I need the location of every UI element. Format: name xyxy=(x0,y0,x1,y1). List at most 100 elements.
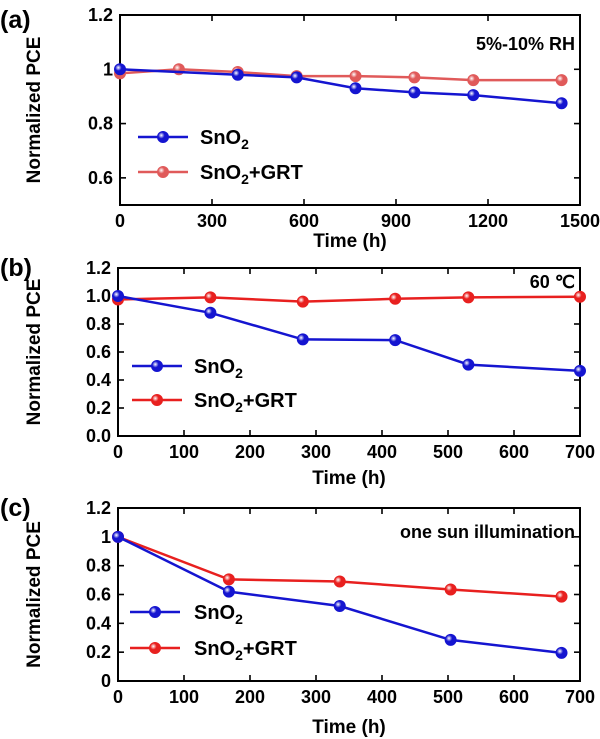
y-tick-label: 0.6 xyxy=(86,585,111,605)
data-point-sno2 xyxy=(574,364,586,377)
y-tick-label: 0.8 xyxy=(86,314,111,334)
x-tick-label: 100 xyxy=(169,442,199,462)
y-tick-label: 0.2 xyxy=(86,398,111,418)
data-point-sno2 xyxy=(389,334,402,347)
legend-entry-sno2-grt: SnO2+GRT xyxy=(130,638,297,663)
data-point-sno2-grt xyxy=(408,71,421,84)
y-tick-label: 0.4 xyxy=(86,613,111,633)
x-tick-label: 900 xyxy=(381,211,411,231)
data-point-sno2-grt xyxy=(574,290,586,303)
x-tick-label: 500 xyxy=(433,442,463,462)
x-tick-label: 0 xyxy=(113,442,123,462)
legend-label: SnO2 xyxy=(194,602,243,627)
x-tick-label: 300 xyxy=(197,211,227,231)
data-point-sno2-grt xyxy=(555,74,568,87)
plot-frame xyxy=(117,267,581,437)
series-line-sno2 xyxy=(119,68,562,105)
chart-panel-3: (c) 0 100 200 300 400 500 600 700 0 0.2 0.4 0.6 0.8 1 1… xyxy=(0,494,595,738)
y-axis-label: Normalized PCE xyxy=(24,37,45,184)
data-point-sno2 xyxy=(408,86,421,99)
x-tick-label: 700 xyxy=(565,442,595,462)
x-tick-label: 300 xyxy=(301,442,331,462)
legend-entry-sno2: SnO2 xyxy=(138,127,249,152)
data-point-sno2 xyxy=(555,97,568,110)
x-tick-label: 0 xyxy=(115,211,125,231)
data-point-sno2 xyxy=(290,71,303,84)
data-point-sno2-grt xyxy=(296,295,309,308)
data-point-sno2-grt xyxy=(222,573,235,586)
legend-marker xyxy=(151,394,163,406)
x-tick-label: 600 xyxy=(499,687,529,707)
chart-panel-1: (a) 0 300 600 900 1200 1500 0.6 0.8 1 1.2 Time (h) N… xyxy=(0,5,600,252)
legend-marker xyxy=(149,606,161,618)
legend-entry-sno2: SnO2 xyxy=(132,356,243,381)
data-point-sno2-grt xyxy=(444,583,457,596)
series-line-sno2-grt xyxy=(117,535,562,598)
data-point-sno2 xyxy=(349,82,362,95)
data-point-sno2 xyxy=(204,306,217,319)
series-line-sno2-grt xyxy=(117,295,581,303)
y-tick-label: 0.8 xyxy=(86,556,111,576)
data-point-sno2-grt xyxy=(555,590,568,603)
legend-marker xyxy=(151,360,163,372)
x-tick-label: 400 xyxy=(367,442,397,462)
x-tick-label: 0 xyxy=(113,687,123,707)
y-tick-label: 1 xyxy=(101,527,111,547)
series-line-sno2 xyxy=(117,535,562,655)
x-tick-label: 1200 xyxy=(468,211,508,231)
legend-marker xyxy=(149,642,161,654)
y-tick-label: 1.2 xyxy=(86,498,111,518)
series-line-sno2 xyxy=(117,294,581,373)
data-point-sno2 xyxy=(462,358,475,371)
legend-label: SnO2+GRT xyxy=(200,162,303,187)
y-tick-label: 0.0 xyxy=(86,426,111,446)
y-tick-label: 1.2 xyxy=(86,258,111,278)
data-point-sno2 xyxy=(112,290,124,302)
data-point-sno2-grt xyxy=(349,70,362,83)
y-tick-label: 0.6 xyxy=(88,168,113,188)
legend-marker xyxy=(157,131,169,143)
data-point-sno2-grt xyxy=(462,291,475,304)
legend-marker xyxy=(157,166,169,178)
panel-label: (a) xyxy=(0,6,31,34)
y-axis-label: Normalized PCE xyxy=(24,279,45,426)
legend-label: SnO2 xyxy=(194,356,243,381)
x-tick-label: 400 xyxy=(367,687,397,707)
chart-panel-2: (b) 0 100 200 300 400 500 600 700 0.0 0.2 0.4 0.6 0.8… xyxy=(0,254,595,489)
y-tick-label: 1 xyxy=(103,59,113,79)
x-tick-label: 200 xyxy=(235,687,265,707)
x-tick-label: 100 xyxy=(169,687,199,707)
x-tick-label: 300 xyxy=(301,687,331,707)
data-point-sno2 xyxy=(444,633,457,646)
y-tick-label: 0 xyxy=(101,671,111,691)
x-tick-label: 600 xyxy=(289,211,319,231)
legend-entry-sno2: SnO2 xyxy=(130,602,243,627)
panel-label: (c) xyxy=(0,494,31,522)
legend-label: SnO2 xyxy=(200,127,249,152)
panel-label: (b) xyxy=(0,254,32,282)
legend-entry-sno2-grt: SnO2+GRT xyxy=(138,162,303,187)
x-tick-label: 200 xyxy=(235,442,265,462)
x-axis-label: Time (h) xyxy=(313,231,387,252)
legend-label: SnO2+GRT xyxy=(194,390,297,415)
y-tick-label: 0.6 xyxy=(86,342,111,362)
y-tick-label: 1.2 xyxy=(88,5,113,25)
series-line-sno2-grt xyxy=(119,68,562,82)
data-point-sno2-grt xyxy=(333,575,346,588)
x-tick-label: 600 xyxy=(499,442,529,462)
data-point-sno2 xyxy=(231,68,244,81)
data-point-sno2-grt xyxy=(389,292,402,305)
condition-annotation: 60 ℃ xyxy=(530,272,575,292)
data-point-sno2 xyxy=(112,530,124,543)
y-tick-label: 0.4 xyxy=(86,370,111,390)
data-point-sno2 xyxy=(467,89,480,102)
x-tick-label: 1500 xyxy=(560,211,600,231)
x-axis-label: Time (h) xyxy=(312,468,386,489)
data-point-sno2 xyxy=(555,646,568,659)
legend-label: SnO2+GRT xyxy=(194,638,297,663)
x-tick-label: 500 xyxy=(433,687,463,707)
y-tick-label: 0.8 xyxy=(88,114,113,134)
y-axis-label: Normalized PCE xyxy=(24,521,45,668)
data-point-sno2 xyxy=(222,585,235,598)
